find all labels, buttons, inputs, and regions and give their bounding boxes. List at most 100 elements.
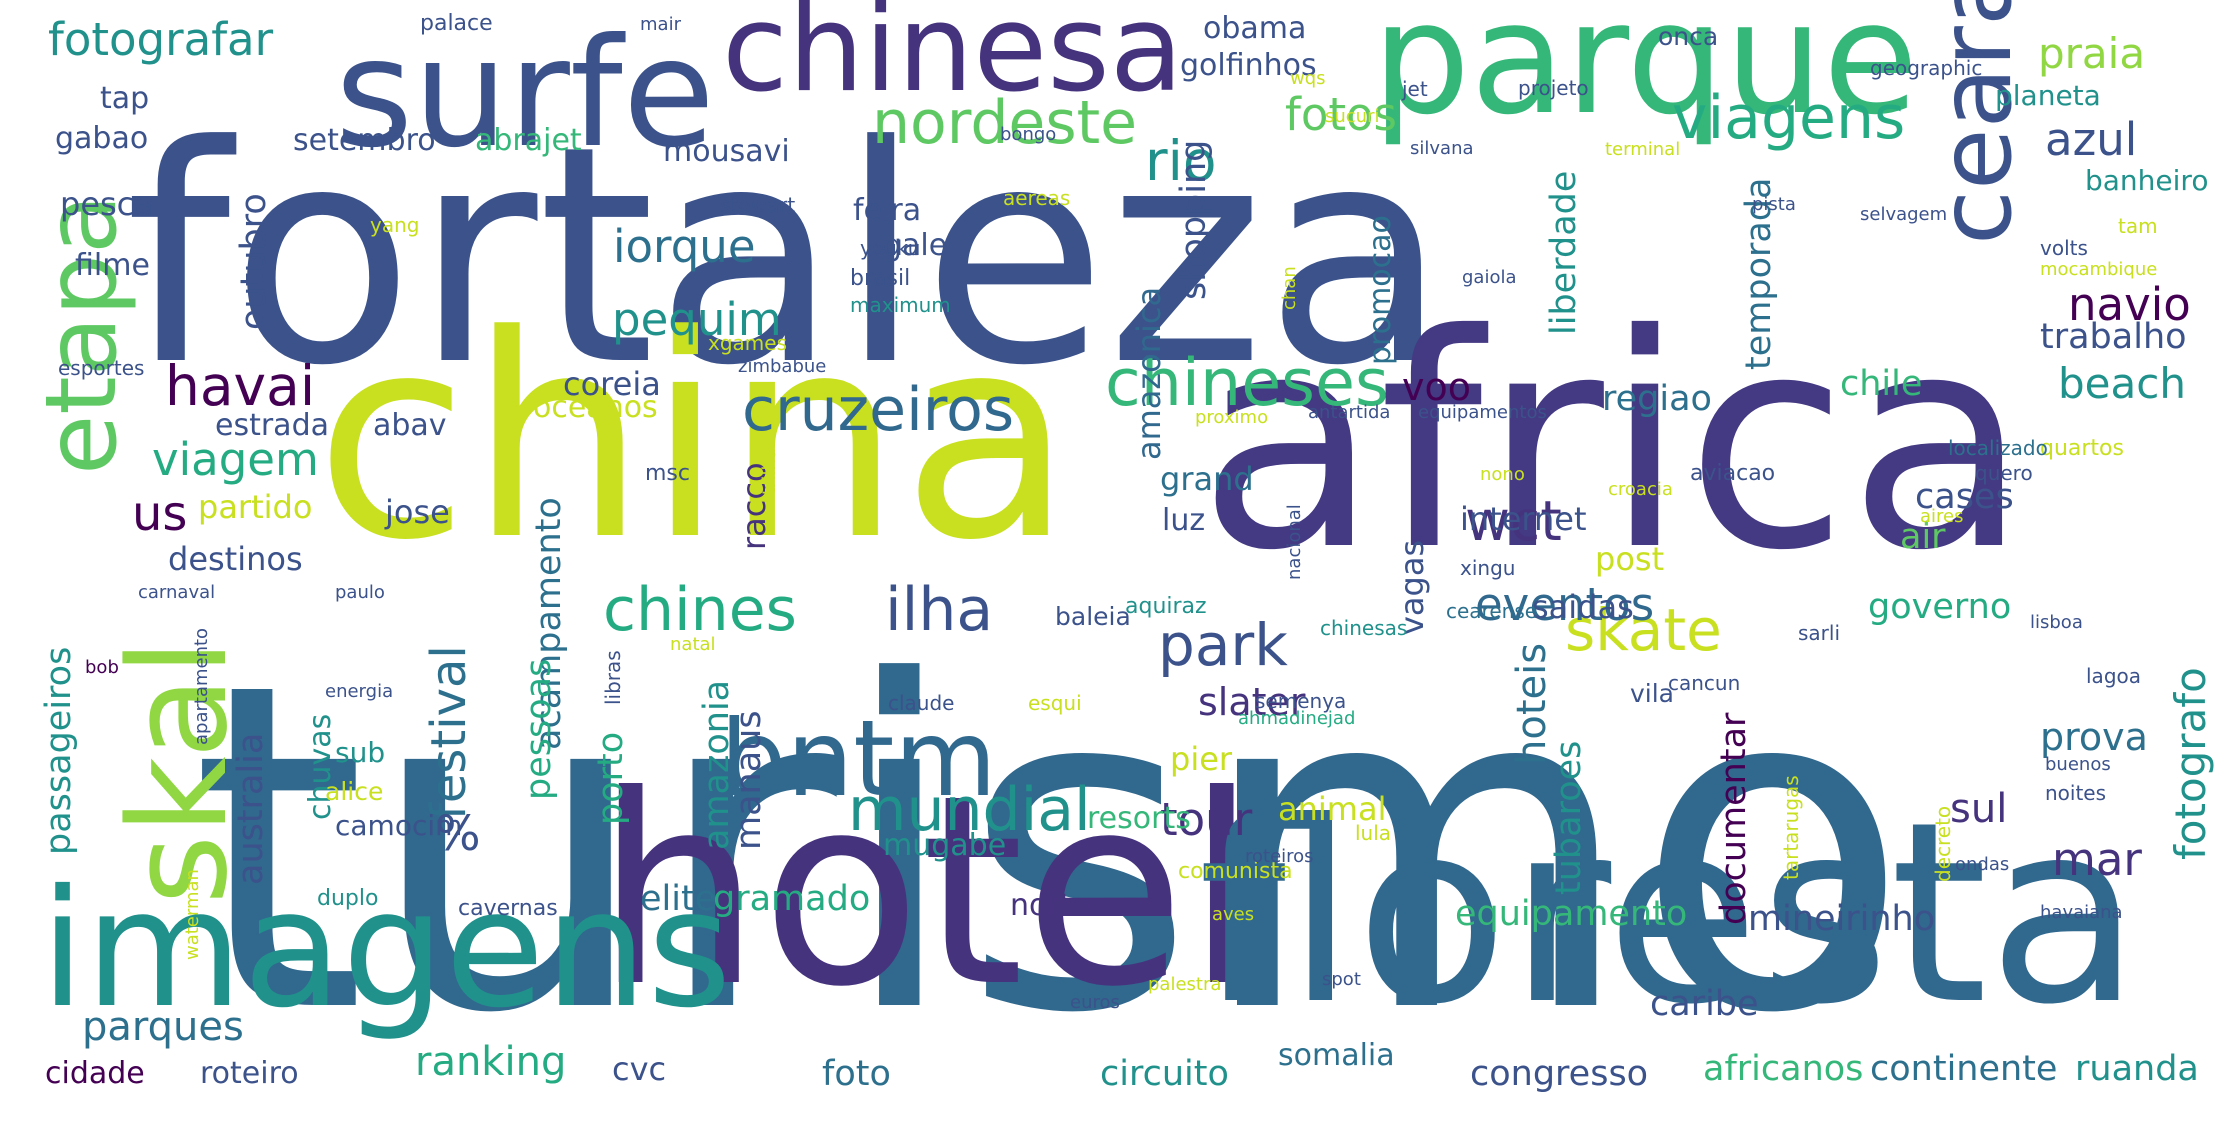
word-gramado: gramado bbox=[713, 879, 870, 919]
word-yang: yang bbox=[370, 213, 419, 237]
word-esqui: esqui bbox=[1028, 691, 1082, 715]
word-pesca: pesca bbox=[60, 185, 154, 223]
word-praia: praia bbox=[2038, 29, 2145, 78]
word-pequim: pequim bbox=[612, 293, 782, 346]
word-festival: festival bbox=[421, 645, 477, 820]
word-chineses: chineses bbox=[1105, 346, 1389, 421]
word-navio: navio bbox=[2068, 278, 2191, 331]
word-tubaroes: tubaroes bbox=[1549, 741, 1589, 895]
word-caribe: caribe bbox=[1650, 984, 1759, 1024]
word-roteiro: roteiro bbox=[200, 1056, 299, 1091]
word-saidas: saidas bbox=[1532, 588, 1634, 626]
word-chinesa: chinesa bbox=[722, 0, 1183, 119]
word-mar: mar bbox=[2052, 833, 2142, 886]
word-partido: partido bbox=[198, 488, 312, 526]
word-fotografo: fotografo bbox=[2166, 667, 2215, 860]
word-manaus: manaus bbox=[729, 710, 769, 850]
word-palestra: palestra bbox=[1148, 974, 1221, 995]
word-aquiraz: aquiraz bbox=[1125, 594, 1207, 619]
word-volts: volts bbox=[2040, 236, 2088, 260]
word-chinesas: chinesas bbox=[1320, 616, 1407, 640]
word-mugabe: mugabe bbox=[883, 828, 1006, 863]
word-floresta: floresta bbox=[1198, 768, 2141, 1059]
word-circuito: circuito bbox=[1100, 1054, 1229, 1094]
word-nacional: nacional bbox=[1284, 504, 1305, 580]
word-nordeste: nordeste bbox=[872, 88, 1137, 158]
word-euros: euros bbox=[1070, 992, 1120, 1013]
word-australia: australia bbox=[231, 733, 271, 885]
word-governo: governo bbox=[1868, 587, 2011, 627]
word-bongo: bongo bbox=[1000, 124, 1056, 145]
word-cancun: cancun bbox=[1668, 671, 1740, 695]
word-luz: luz bbox=[1162, 503, 1205, 538]
word-tam: tam bbox=[2118, 214, 2158, 238]
word-cvc: cvc bbox=[612, 1050, 666, 1088]
word-regiao: regiao bbox=[1602, 379, 1712, 419]
word-nono: nono bbox=[1480, 464, 1525, 485]
word-fotografar: fotografar bbox=[48, 13, 274, 66]
word-carnaval: carnaval bbox=[138, 582, 215, 603]
word-mundial: mundial bbox=[848, 775, 1091, 845]
word-natal: natal bbox=[670, 634, 716, 655]
word-havai: havai bbox=[165, 354, 315, 418]
word-hotel: hotel bbox=[595, 739, 1258, 1044]
word-ceara: ceara bbox=[1917, 0, 2034, 245]
word-aires: aires bbox=[1920, 506, 1964, 527]
word-foto: foto bbox=[822, 1054, 891, 1094]
word-feira: feira bbox=[853, 193, 921, 228]
word-africanos: africanos bbox=[1703, 1049, 1863, 1089]
word-azul: azul bbox=[2045, 113, 2137, 166]
word-stewart: stewart bbox=[720, 193, 795, 217]
word-esportes: esportes bbox=[58, 356, 144, 380]
word-geographic: geographic bbox=[1870, 56, 1982, 80]
word-mocambique: mocambique bbox=[2040, 259, 2157, 280]
word-comunista: comunista bbox=[1178, 859, 1293, 884]
word-roteiros: roteiros bbox=[1245, 846, 1314, 867]
word-camocim: camocim bbox=[335, 809, 462, 842]
word-grand: grand bbox=[1160, 460, 1254, 498]
word-selvagem: selvagem bbox=[1860, 204, 1947, 225]
word-jose: jose bbox=[384, 493, 450, 531]
word-setembro: setembro bbox=[293, 123, 436, 158]
word-sarli: sarli bbox=[1798, 621, 1840, 645]
word-resorts: resorts bbox=[1087, 801, 1191, 836]
word-us: us bbox=[132, 486, 187, 542]
word-xgames: xgames bbox=[708, 331, 787, 355]
word-abav: abav bbox=[373, 408, 447, 443]
word-zimbabue: zimbabue bbox=[738, 356, 826, 377]
word-planeta: planeta bbox=[1995, 79, 2101, 112]
word-parque: parque bbox=[1372, 0, 1918, 149]
word-banheiro: banheiro bbox=[2085, 164, 2208, 197]
word-onca: onca bbox=[1658, 22, 1718, 51]
word-skal: skal bbox=[100, 639, 257, 905]
word-cruzeiros: cruzeiros bbox=[742, 375, 1014, 445]
word-quero: quero bbox=[1975, 461, 2033, 485]
word-viagem: viagem bbox=[152, 433, 319, 486]
word-hoteis: hoteis bbox=[1509, 643, 1555, 765]
word-chan: chan bbox=[1279, 266, 1300, 310]
word-cavernas: cavernas bbox=[458, 896, 558, 921]
word-maximum: maximum bbox=[850, 293, 951, 317]
word-shopping: shopping bbox=[1174, 140, 1214, 300]
word-croacia: croacia bbox=[1608, 479, 1673, 500]
word-mousavi: mousavi bbox=[663, 134, 790, 169]
word-cidade: cidade bbox=[45, 1056, 145, 1091]
word-terminal: terminal bbox=[1605, 139, 1680, 160]
word-slater: slater bbox=[1198, 680, 1306, 724]
word-proximo: proximo bbox=[1195, 407, 1268, 428]
word-ondas: ondas bbox=[1955, 854, 2009, 875]
word-estrada: estrada bbox=[215, 408, 329, 443]
word-lisboa: lisboa bbox=[2030, 612, 2083, 633]
word-aviacao: aviacao bbox=[1690, 461, 1775, 486]
word-ranking: ranking bbox=[415, 1039, 566, 1085]
word-aves: aves bbox=[1212, 904, 1254, 925]
word-eventos: eventos bbox=[1475, 578, 1654, 631]
word-paulo: paulo bbox=[335, 582, 385, 603]
word-continente: continente bbox=[1870, 1049, 2057, 1089]
word-baleia: baleia bbox=[1055, 602, 1131, 631]
word-oceanos: oceanos bbox=[533, 390, 658, 425]
word-skate: skate bbox=[1565, 596, 1722, 664]
word-golfinhos: golfinhos bbox=[1180, 48, 1317, 83]
word-voo: voo bbox=[1402, 365, 1471, 409]
word-trabalho: trabalho bbox=[2040, 317, 2187, 357]
